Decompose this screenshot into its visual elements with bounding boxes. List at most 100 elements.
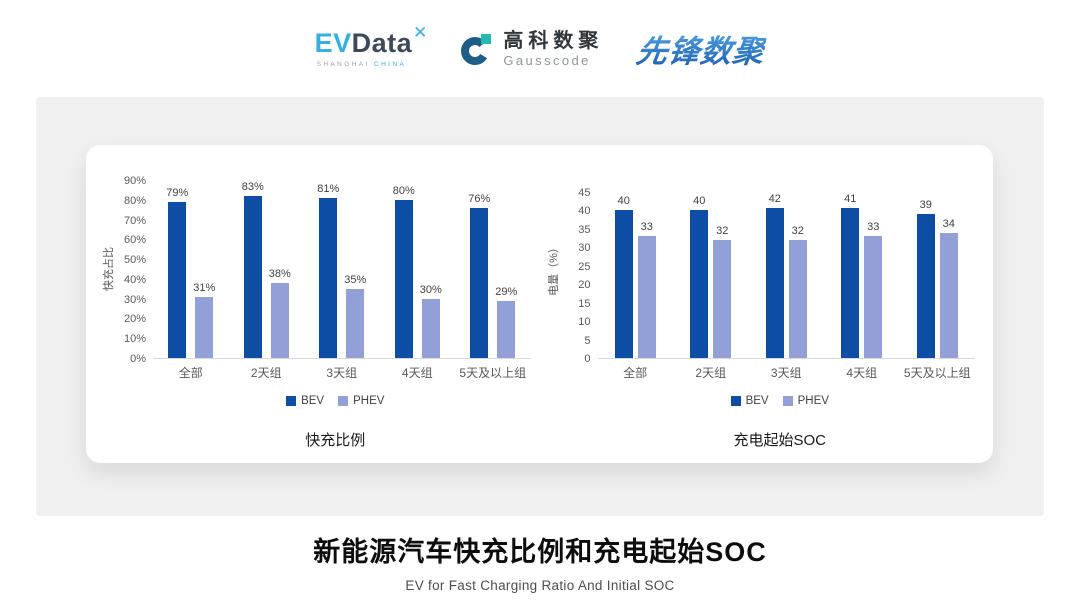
bar-with-label: 39: [916, 193, 935, 358]
bar-bev: [319, 198, 338, 358]
bar-with-label: 33: [864, 193, 883, 358]
bar-bev: [690, 210, 709, 358]
bar-group: 81% 35%: [304, 181, 380, 358]
bar-with-label: 40: [614, 193, 633, 358]
bar-with-label: 40: [690, 193, 709, 358]
bar-value-label: 31%: [193, 282, 216, 294]
y-tick-label: 50%: [123, 254, 146, 267]
bar-group: 80% 30%: [380, 181, 456, 358]
footer: 新能源汽车快充比例和充电起始SOC EV for Fast Charging R…: [0, 530, 1080, 593]
bar-value-label: 34: [942, 218, 955, 230]
bar-with-label: 38%: [269, 181, 291, 358]
legend-swatch-icon: [730, 396, 741, 406]
y-axis-ticks: 90% 80% 70% 60% 50% 40% 30% 20% 10% 0%: [116, 175, 146, 365]
y-tick-label: 60%: [123, 234, 146, 247]
evdata-subtext: SHANGHAI CHINA: [317, 61, 407, 68]
y-tick-label: 10: [578, 316, 591, 329]
bar-with-label: 33: [637, 193, 656, 358]
bar-value-label: 29%: [495, 286, 518, 298]
bar-phev: [637, 236, 656, 358]
bar-value-label: 33: [867, 221, 880, 233]
chart-caption: 充电起始SOC: [733, 432, 826, 449]
bar-phev: [864, 236, 883, 358]
y-tick-label: 15: [578, 297, 591, 310]
legend-swatch-icon: [782, 396, 793, 406]
gausscode-en-text: Gausscode: [503, 52, 591, 68]
bar-value-label: 30%: [419, 284, 442, 296]
bar-with-label: 76%: [468, 181, 490, 358]
bar-phev: [497, 301, 516, 358]
legend-item: PHEV: [338, 395, 384, 407]
bar-value-label: 41: [844, 193, 857, 205]
gausscode-logo: 高科数聚 Gausscode: [460, 31, 603, 67]
bar-value-label: 38%: [268, 268, 291, 280]
bar-bev: [243, 196, 262, 358]
bar-with-label: 41: [841, 193, 860, 358]
evdata-data-text: Data: [351, 27, 413, 58]
bar-bev: [394, 200, 413, 358]
bar-phev: [939, 233, 958, 358]
y-tick-label: 20%: [123, 313, 146, 326]
y-tick-label: 25: [578, 260, 591, 273]
evdata-logo: EV Data ✕ SHANGHAI CHINA: [314, 24, 428, 68]
plot: 79% 31% 83% 38% 81% 35% 80% 30% 76% 29%: [153, 181, 531, 359]
y-tick-label: 70%: [123, 214, 146, 227]
bar-with-label: 35%: [344, 181, 366, 358]
y-tick-label: 40: [578, 205, 591, 218]
bar-bev: [470, 208, 489, 358]
y-tick-label: 35: [578, 223, 591, 236]
category-label: 3天组: [770, 366, 802, 380]
bar-value-label: 32: [716, 225, 729, 237]
bar-with-label: 34: [939, 193, 958, 358]
bar-value-label: 40: [693, 195, 706, 207]
bar-phev: [195, 297, 214, 358]
page-subtitle: EV for Fast Charging Ratio And Initial S…: [405, 578, 675, 593]
bar-with-label: 80%: [393, 181, 415, 358]
header-logos: EV Data ✕ SHANGHAI CHINA 高科数聚 Gausscode …: [0, 0, 1080, 97]
bar-value-label: 39: [919, 199, 932, 211]
bar-bev: [841, 208, 860, 358]
legend-label: PHEV: [353, 395, 385, 407]
bar-value-label: 32: [791, 225, 804, 237]
bar-value-label: 79%: [166, 187, 189, 199]
bar-with-label: 32: [788, 193, 807, 358]
chart-fast-charging-ratio: 快充占比 90% 80% 70% 60% 50% 40% 30% 20% 10% 0% 79% 31…: [100, 159, 531, 463]
bar-phev: [270, 283, 289, 358]
charts-card: 快充占比 90% 80% 70% 60% 50% 40% 30% 20% 10% 0% 79% 31…: [86, 145, 993, 463]
bar-phev: [713, 240, 732, 358]
legend-swatch-icon: [286, 396, 297, 406]
bar-phev: [421, 299, 440, 358]
legend-item: PHEV: [782, 395, 829, 407]
legend-item: BEV: [286, 395, 324, 407]
bar-value-label: 80%: [392, 185, 415, 197]
bar-with-label: 32: [713, 193, 732, 358]
category-label: 2天组: [250, 366, 282, 380]
bar-value-label: 81%: [317, 183, 340, 195]
category-label: 全部: [178, 366, 203, 380]
chart-initial-soc: 电量（%） 45 40 35 30 25 20 15 10 5 0 40 33 40 32 42 32 41 3…: [545, 159, 976, 463]
bar-bev: [916, 214, 935, 358]
y-tick-label: 20: [578, 279, 591, 292]
x-axis-categories: 全部 2天组 3天组 4天组 5天及以上组: [100, 364, 531, 381]
y-tick-label: 40%: [123, 273, 146, 286]
evdata-china-text: CHINA: [373, 60, 407, 68]
gausscode-cn-text: 高科数聚: [503, 29, 604, 52]
category-label: 4天组: [401, 366, 433, 380]
bar-value-label: 83%: [241, 181, 264, 193]
legend: BEV PHEV: [545, 395, 976, 407]
legend-label: BEV: [745, 395, 769, 407]
category-label: 2天组: [695, 366, 727, 380]
evdata-shanghai-text: SHANGHAI: [316, 60, 370, 68]
bar-with-label: 29%: [495, 181, 517, 358]
legend-label: BEV: [301, 395, 325, 407]
gausscode-g-icon: [461, 33, 492, 65]
y-tick-label: 30: [578, 242, 591, 255]
bar-phev: [788, 240, 807, 358]
bar-with-label: 31%: [193, 181, 215, 358]
category-label: 5天及以上组: [903, 366, 971, 380]
evdata-ev-text: EV: [314, 27, 352, 58]
bar-group: 41 33: [824, 193, 900, 358]
category-label: 3天组: [326, 366, 358, 380]
legend: BEV PHEV: [100, 395, 531, 407]
